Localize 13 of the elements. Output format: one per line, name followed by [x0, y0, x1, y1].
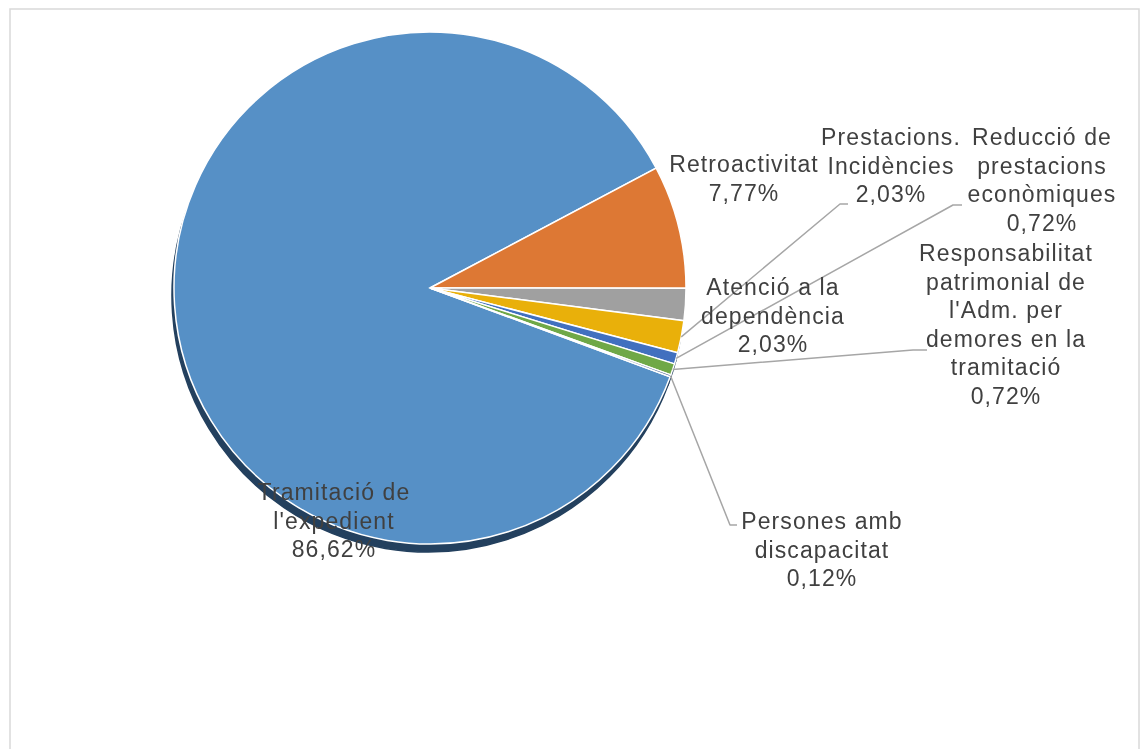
data-label: 2,03%: [737, 331, 809, 358]
slice-label: Atenció a la dependència: [701, 274, 845, 329]
data-label: 2,03%: [855, 181, 927, 208]
slice-label: Responsabilitat patrimonial de l'Adm. per demores en la tramitació: [919, 240, 1093, 381]
data-label: 86,62%: [291, 536, 377, 563]
data-label: 0,12%: [786, 565, 858, 592]
data-label: 0,72%: [970, 383, 1042, 409]
slice-label: Retroactivitat: [669, 151, 819, 177]
data-label: 0,72%: [1006, 209, 1078, 236]
data-label: 7,77%: [708, 179, 780, 206]
slice-label: Persones amb discapacitat: [741, 508, 903, 563]
slice-label: Reducció de prestacions econòmiques: [967, 124, 1117, 208]
slice-label: Prestacions. Incidències: [821, 124, 961, 179]
